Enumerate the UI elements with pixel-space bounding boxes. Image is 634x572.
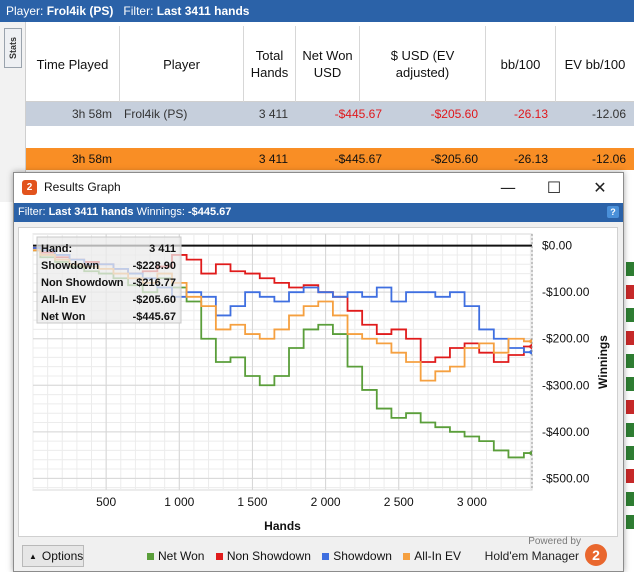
- tooltip-label: Net Won: [41, 311, 86, 323]
- legend-item-non-showdown[interactable]: Non Showdown: [215, 549, 311, 563]
- cell-bb100: -26.13: [513, 107, 548, 121]
- tooltip-value: -$445.67: [133, 311, 176, 323]
- tooltip-label: All-In EV: [41, 294, 87, 306]
- series-end-marker: [528, 450, 532, 457]
- player-filter-bar: Player: Frol4ik (PS) Filter: Last 3411 h…: [0, 0, 634, 22]
- sum-hands: 3 411: [258, 152, 288, 166]
- close-button[interactable]: ✕: [593, 178, 607, 197]
- sum-ev-usd: -$205.60: [430, 152, 478, 166]
- hm2-brand-icon: 2: [585, 544, 607, 566]
- filter-label: Filter:: [123, 4, 154, 18]
- y-tick-label: -$300.00: [542, 378, 590, 392]
- background-color-strip: [626, 262, 634, 562]
- legend-label: All-In EV: [414, 549, 461, 563]
- stats-grid: Time Played Player Total Hands Net Won U…: [26, 22, 634, 182]
- graph-filter-value: Last 3411 hands: [48, 206, 134, 218]
- x-tick-label: 1 500: [237, 495, 267, 509]
- winnings-value: -$445.67: [187, 206, 232, 218]
- minimize-button[interactable]: —: [500, 178, 516, 197]
- y-tick-label: -$100.00: [542, 285, 590, 299]
- player-name: Frol4ik (PS): [46, 4, 114, 18]
- tooltip-value: 3 411: [149, 243, 176, 255]
- x-tick-label: 500: [96, 495, 116, 509]
- player-label: Player:: [6, 4, 44, 18]
- col-ev-adjusted[interactable]: $ USD (EV adjusted): [360, 26, 486, 102]
- hover-tooltip: [36, 236, 182, 324]
- graph-body: 500 1 000 1 500 2 000 2 500 3 000 $0.00 -$100.0…: [14, 222, 623, 571]
- graph-filter-label: Filter:: [18, 206, 46, 218]
- legend-label: Non Showdown: [226, 549, 311, 563]
- cell-ev-usd: -$205.60: [430, 107, 478, 121]
- legend-swatch: [147, 553, 154, 560]
- table-row[interactable]: 3h 58m Frol4ik (PS) 3 411 -$445.67 -$205…: [26, 102, 634, 126]
- cell-ev-bb100: -12.06: [591, 107, 626, 121]
- legend-item-net-won[interactable]: Net Won: [147, 549, 204, 563]
- tooltip-value: -$205.60: [133, 294, 176, 306]
- options-label: Options: [41, 549, 84, 563]
- hm2-logo-icon: 2: [22, 180, 37, 195]
- legend-item-showdown[interactable]: Showdown: [322, 549, 392, 563]
- tooltip-value: -$228.90: [133, 260, 176, 272]
- legend-item-allin-ev[interactable]: All-In EV: [403, 549, 461, 563]
- y-tick-label: -$400.00: [542, 425, 590, 439]
- legend-swatch: [215, 553, 223, 560]
- powered-by-branding: Powered by Hold'em Manager 2: [481, 536, 621, 570]
- tooltip-label: Hand:: [41, 243, 72, 255]
- winnings-label: Winnings:: [136, 206, 185, 218]
- y-tick-label: -$200.00: [542, 332, 590, 346]
- window-titlebar[interactable]: 2 Results Graph — ☐ ✕: [14, 173, 623, 203]
- cell-player: Frol4ik (PS): [124, 107, 188, 121]
- series-end-marker: [528, 343, 532, 350]
- legend-swatch: [403, 553, 411, 560]
- cell-net: -$445.67: [334, 107, 382, 121]
- x-axis-label: Hands: [264, 519, 301, 533]
- series-end-marker: [528, 349, 532, 356]
- results-graph-window: 2 Results Graph — ☐ ✕ Filter: Last 3411 …: [13, 172, 624, 572]
- legend-label: Showdown: [333, 549, 392, 563]
- grid-header: Time Played Player Total Hands Net Won U…: [26, 26, 634, 102]
- sum-bb100: -26.13: [513, 152, 548, 166]
- col-time-played[interactable]: Time Played: [26, 26, 120, 102]
- stats-tab[interactable]: Stats: [4, 28, 22, 68]
- powered-by-text: Powered by: [528, 536, 581, 547]
- legend-label: Net Won: [158, 549, 205, 563]
- results-chart[interactable]: 500 1 000 1 500 2 000 2 500 3 000 $0.00 -$100.0…: [19, 228, 619, 538]
- tooltip-label: Showdown: [41, 260, 99, 272]
- chart-legend: Net Won Non Showdown Showdown All-In EV: [147, 549, 469, 565]
- maximize-button[interactable]: ☐: [546, 178, 562, 197]
- tooltip-label: Non Showdown: [41, 277, 124, 289]
- x-tick-label: 2 500: [384, 495, 414, 509]
- options-button[interactable]: ▲ Options: [22, 545, 84, 567]
- cell-hands: 3 411: [258, 107, 288, 121]
- sum-time: 3h 58m: [71, 152, 112, 166]
- y-tick-label: $0.00: [542, 239, 572, 253]
- tooltip-value: -$216.77: [133, 277, 176, 289]
- product-name: Hold'em Manager: [484, 549, 579, 563]
- col-total-hands[interactable]: Total Hands: [244, 26, 296, 102]
- filter-value: Last 3411 hands: [156, 4, 250, 18]
- graph-filter-bar: Filter: Last 3411 hands Winnings: -$445.…: [14, 203, 623, 222]
- y-axis-label: Winnings: [596, 335, 610, 389]
- sum-ev-bb100: -12.06: [591, 152, 626, 166]
- col-bb100[interactable]: bb/100: [486, 26, 556, 102]
- col-net-won[interactable]: Net Won USD: [296, 26, 360, 102]
- x-tick-label: 3 000: [457, 495, 487, 509]
- y-tick-label: -$500.00: [542, 471, 590, 485]
- caret-up-icon: ▲: [29, 552, 37, 561]
- summary-row: 3h 58m 3 411 -$445.67 -$205.60 -26.13 -1…: [26, 148, 634, 170]
- legend-swatch: [322, 553, 330, 560]
- help-icon[interactable]: ?: [607, 206, 619, 218]
- col-ev-bb100[interactable]: EV bb/100: [564, 56, 626, 72]
- plot-frame: 500 1 000 1 500 2 000 2 500 3 000 $0.00 -$100.0…: [18, 227, 618, 537]
- col-player[interactable]: Player: [120, 26, 244, 102]
- sum-net: -$445.67: [334, 152, 382, 166]
- window-title: Results Graph: [44, 180, 121, 194]
- series-end-marker: [528, 338, 532, 345]
- x-tick-label: 1 000: [164, 495, 194, 509]
- cell-time: 3h 58m: [71, 107, 112, 121]
- x-tick-label: 2 000: [311, 495, 341, 509]
